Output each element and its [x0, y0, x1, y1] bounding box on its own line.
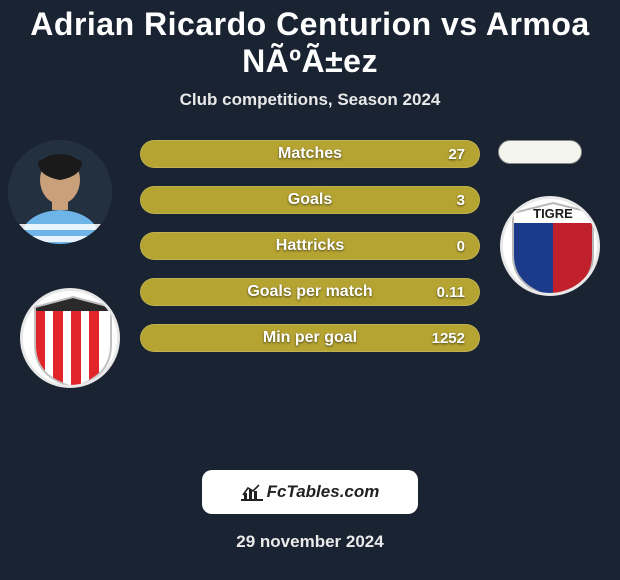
stat-bar: Min per goal 1252: [140, 324, 480, 352]
page-title: Adrian Ricardo Centurion vs Armoa NÃºÃ±e…: [0, 0, 620, 80]
stat-bar: Matches 27: [140, 140, 480, 168]
comparison-block: Matches 27 Goals 3 Hattricks 0 Goals per…: [0, 140, 620, 440]
club-right-text: TIGRE: [533, 206, 573, 221]
stat-label: Hattricks: [276, 237, 344, 255]
stat-label: Goals: [288, 191, 332, 209]
stat-bar: Hattricks 0: [140, 232, 480, 260]
logo-label: FcTables.com: [267, 482, 380, 502]
stat-value: 0.11: [437, 284, 465, 301]
subtitle: Club competitions, Season 2024: [0, 90, 620, 110]
chart-icon: [241, 483, 263, 501]
stat-label: Min per goal: [263, 329, 357, 347]
stat-bar: Goals per match 0.11: [140, 278, 480, 306]
stat-label: Goals per match: [247, 283, 372, 301]
stat-value: 27: [448, 146, 465, 163]
club-left-crest: [20, 288, 120, 388]
site-logo-text: FcTables.com: [241, 482, 380, 502]
stat-bars: Matches 27 Goals 3 Hattricks 0 Goals per…: [140, 140, 480, 370]
date-stamp: 29 november 2024: [0, 532, 620, 552]
club-right-crest: TIGRE: [500, 196, 600, 296]
stat-value: 0: [457, 238, 465, 255]
player-left-avatar: [8, 140, 112, 244]
stat-bar: Goals 3: [140, 186, 480, 214]
stat-label: Matches: [278, 145, 342, 163]
site-logo: FcTables.com: [202, 470, 418, 514]
stat-value: 3: [457, 192, 465, 209]
stat-value: 1252: [432, 330, 465, 347]
player-right-avatar: [498, 140, 582, 164]
